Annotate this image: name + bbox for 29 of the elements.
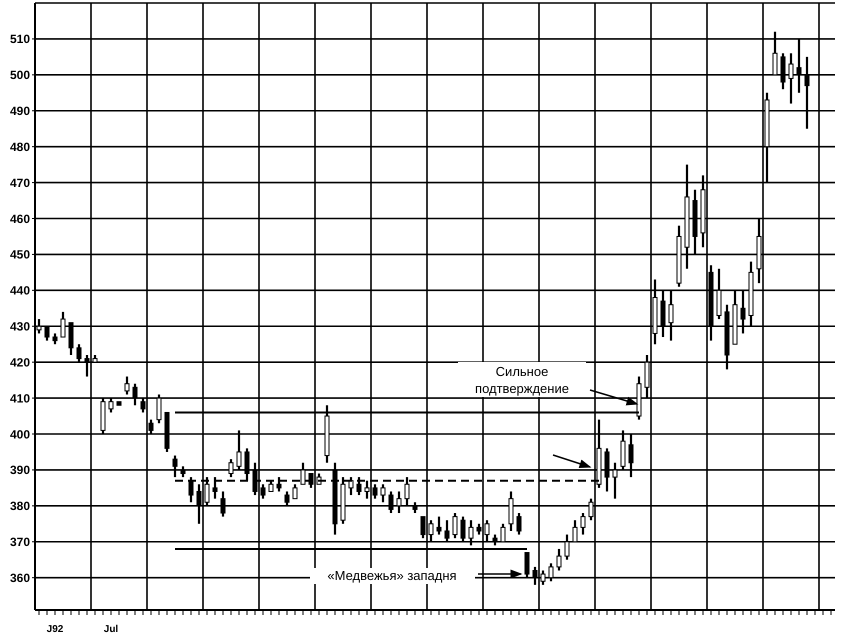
y-tick-label: 480 [10,140,30,154]
x-tick-label: J92 [46,624,64,636]
y-tick-label: 440 [10,284,30,298]
y-tick-label: 390 [10,463,30,478]
y-tick-label: 510 [10,32,30,46]
y-tick-label: 430 [10,320,30,334]
candlestick [516,512,522,536]
annotation: «Медвежья» западня [327,568,457,583]
y-tick-label: 450 [10,248,30,262]
y-tick-label: 380 [10,499,30,514]
candlestick [380,483,386,504]
candlestick [556,548,562,572]
y-tick-label: 490 [10,104,30,118]
y-tick-label: 360 [10,570,30,585]
y-tick-label: 500 [10,68,30,82]
y-tick-label: 410 [10,391,30,406]
x-tick-label: Jul [104,624,118,636]
candlestick [124,375,130,396]
y-tick-label: 470 [10,176,30,190]
candlestick [436,516,442,536]
y-tick-label: 460 [10,212,30,226]
candlestick [52,332,58,346]
y-tick-label: 370 [10,535,30,550]
y-tick-label: 400 [10,427,30,442]
candlestick [580,512,586,536]
annotation: Сильное подтверждение [475,364,569,396]
candlestick [452,512,458,540]
y-tick-label: 420 [10,355,30,370]
candlestick [292,483,298,500]
